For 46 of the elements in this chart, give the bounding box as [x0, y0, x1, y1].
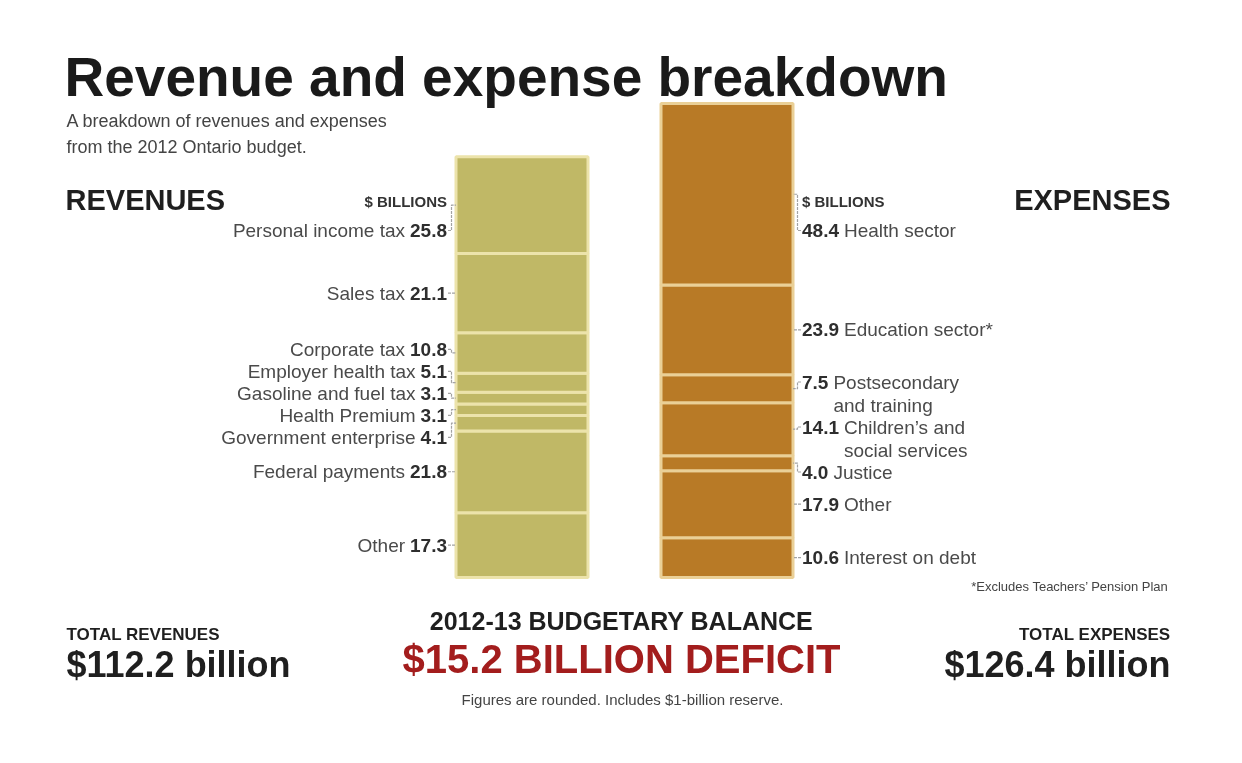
data-label: 21.1	[410, 282, 448, 304]
x-tick-label: REVENUES	[65, 183, 226, 216]
text: Other	[357, 534, 406, 556]
text: Children’s and social services	[843, 416, 968, 461]
text: $112.2 billion	[66, 644, 291, 685]
data-label: 17.9	[802, 493, 839, 515]
text: Health sector	[843, 220, 957, 241]
data-label: 17.3	[410, 534, 447, 556]
text: Health Premium	[279, 404, 416, 426]
text: A breakdown of revenues and expenses from the 2012 Ontario budget.	[66, 110, 387, 157]
data-label: 10.8	[410, 338, 447, 360]
x-tick-label: EXPENSES	[1014, 183, 1171, 216]
text: Personal income tax	[232, 220, 406, 241]
text: Figures are rounded. Includes $1-billion reserve.	[461, 691, 784, 708]
data-label: 10.6	[802, 547, 839, 569]
data-label: 21.8	[410, 461, 447, 483]
data-label: 4.1	[420, 426, 448, 448]
data-label: 25.8	[410, 220, 447, 241]
text: Postsecondary and training	[833, 371, 960, 416]
text: Government enterprise	[221, 426, 416, 448]
data-label: 5.1	[420, 360, 448, 382]
text: Education sector*	[843, 319, 994, 341]
data-label: 48.4	[802, 220, 840, 241]
text: *Excludes Teachers’ Pension Plan	[971, 579, 1168, 594]
data-label: 23.9	[802, 319, 839, 341]
data-label: 4.0	[802, 461, 829, 483]
y-axis-title: $ BILLIONS	[364, 193, 448, 210]
text: $15.2 BILLION DEFICIT	[402, 636, 841, 681]
data-label: 14.1	[802, 416, 840, 438]
text: Other	[843, 493, 893, 515]
data-label: 3.1	[420, 382, 448, 404]
text: Federal payments	[252, 461, 406, 483]
text: Sales tax	[326, 282, 406, 304]
data-label: 3.1	[420, 404, 448, 426]
text: 2012-13 BUDGETARY BALANCE	[429, 606, 813, 635]
text: TOTAL REVENUES	[66, 625, 220, 644]
text: Corporate tax	[289, 338, 406, 360]
text: Gasoline and fuel tax	[237, 382, 417, 404]
text: Employer health tax	[247, 360, 417, 382]
text: $126.4 billion	[944, 644, 1171, 685]
text: Justice	[833, 461, 893, 483]
text: TOTAL EXPENSES	[1019, 625, 1171, 644]
data-label: 7.5	[802, 371, 829, 393]
text: Interest on debt	[843, 547, 977, 569]
chart-title: Revenue and expense breakdown	[64, 45, 948, 108]
text: $ BILLIONS	[802, 193, 885, 210]
